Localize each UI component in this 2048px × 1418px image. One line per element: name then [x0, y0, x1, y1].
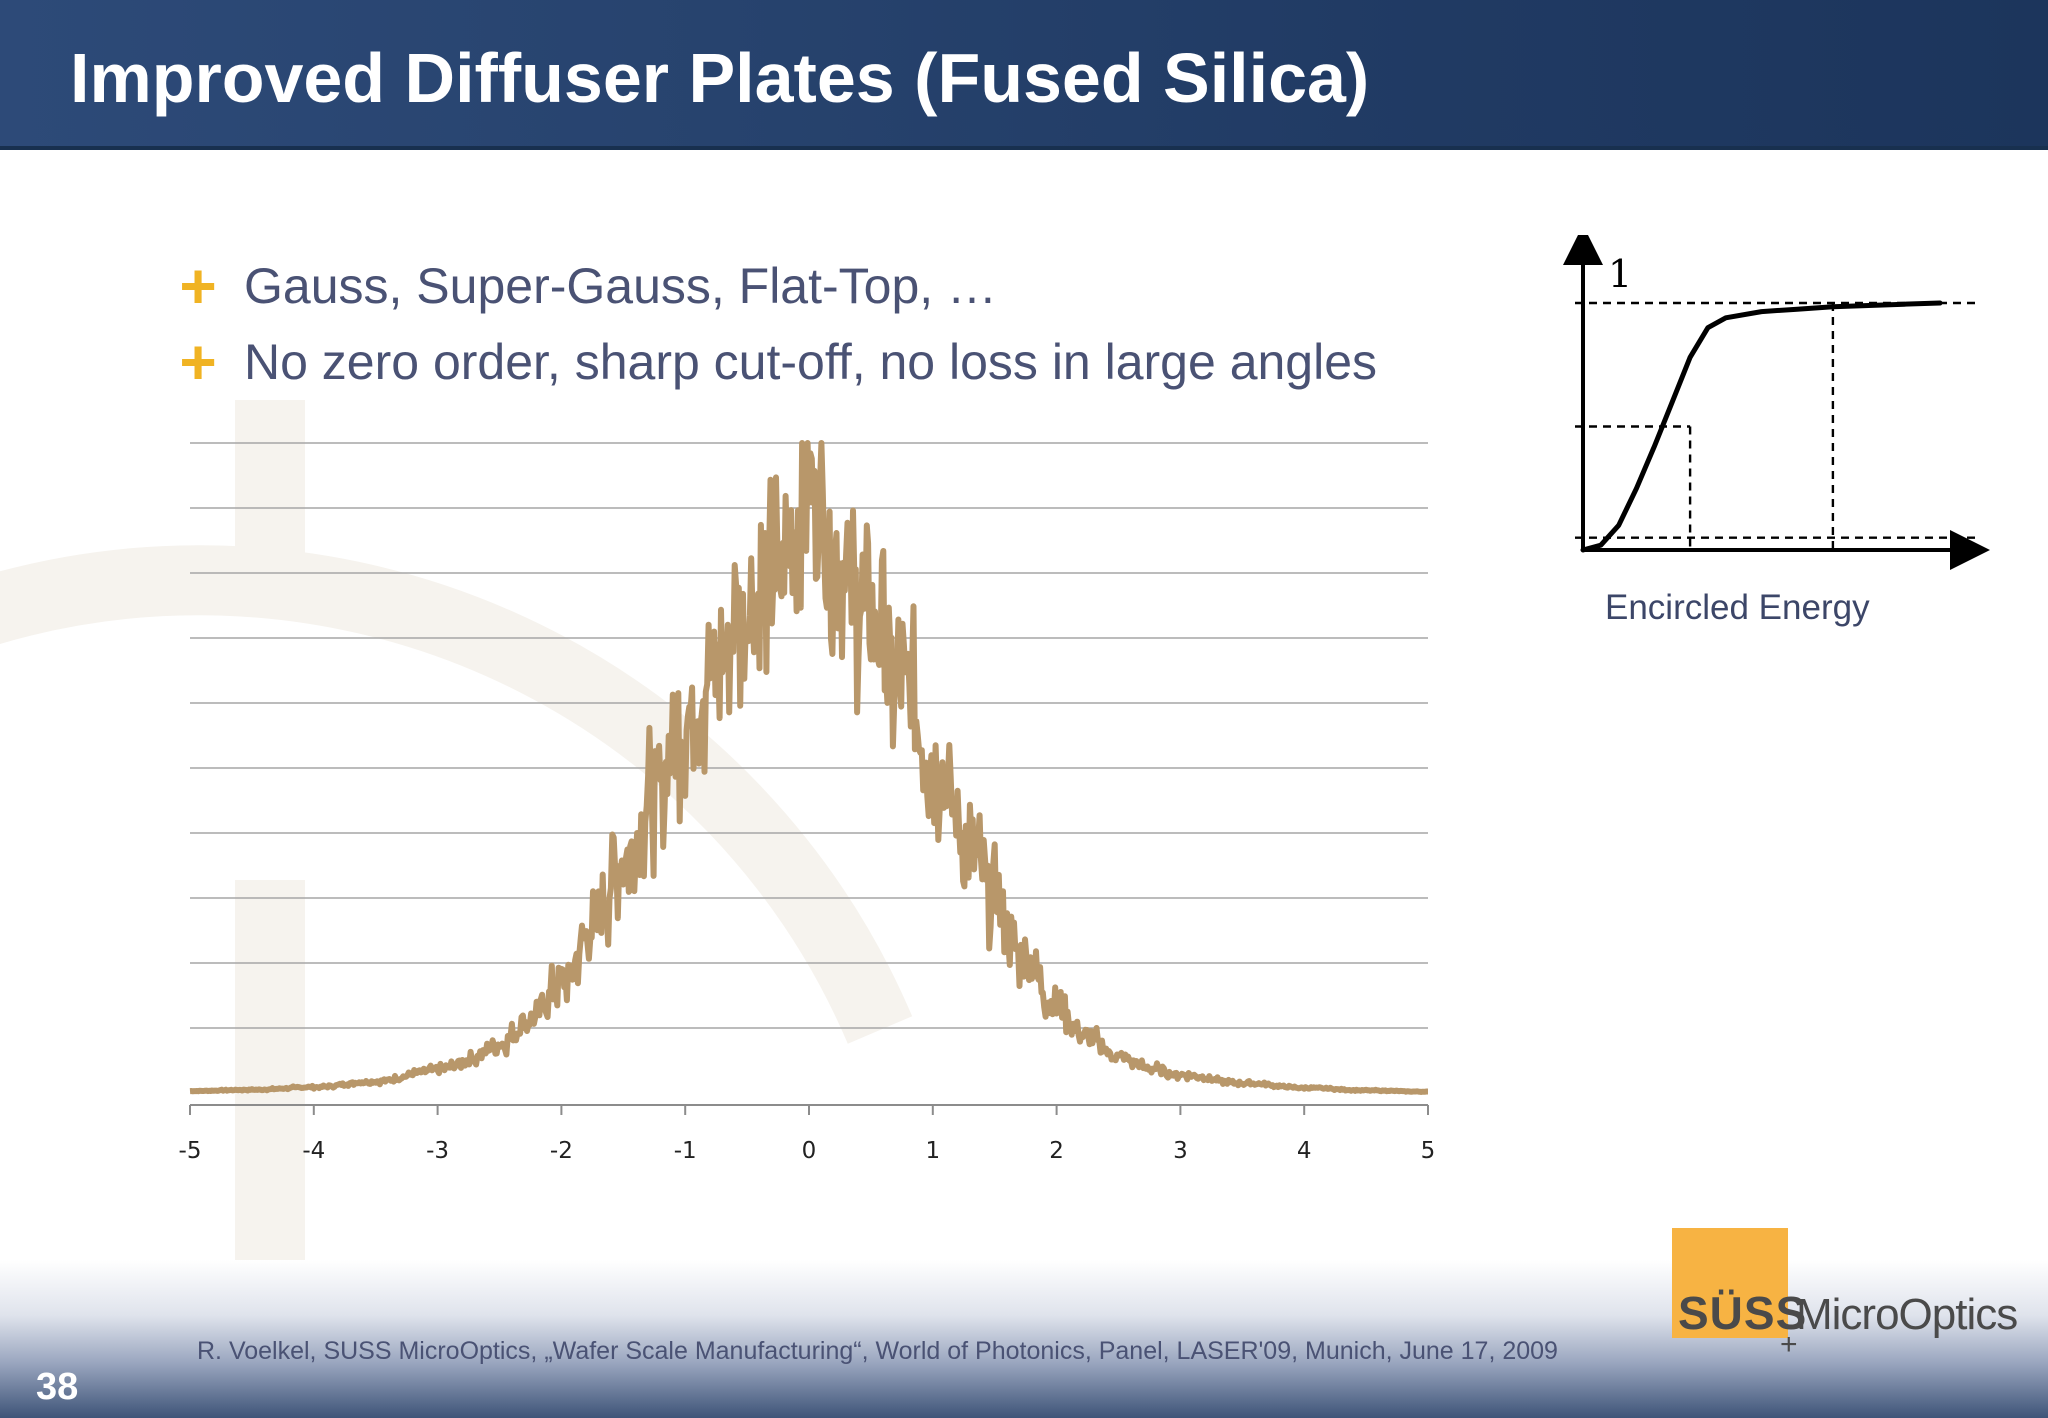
plus-bullet-icon: +: [179, 326, 217, 398]
company-logo: SÜSS MicroOptics +: [1672, 1228, 2018, 1361]
logo-square: [1672, 1228, 1788, 1338]
page-number: 38: [36, 1366, 79, 1408]
bullet-item: + Gauss, Super-Gauss, Flat-Top, …: [172, 248, 1377, 324]
citation-text: R. Voelkel, SUSS MicroOptics, „Wafer Sca…: [197, 1337, 1558, 1365]
slide-title: Improved Diffuser Plates (Fused Silica): [70, 39, 1370, 117]
x-tick-label: 4: [1297, 1138, 1312, 1164]
inset-chart-title: Encircled Energy: [1605, 588, 1870, 627]
x-tick-label: -4: [302, 1138, 325, 1164]
bullet-text: No zero order, sharp cut-off, no loss in…: [244, 334, 1378, 390]
x-tick-label: 1: [925, 1138, 940, 1164]
x-tick-labels: -5 -4 -3 -2 -1 0 1 2 3 4 5: [179, 1138, 1436, 1164]
logo-plus: +: [1780, 1328, 1798, 1361]
x-tick-label: -2: [550, 1138, 573, 1164]
x-axis: [189, 1104, 1429, 1115]
x-tick-label: -3: [426, 1138, 449, 1164]
x-tick-label: 0: [802, 1138, 817, 1164]
bullet-item: + No zero order, sharp cut-off, no loss …: [172, 324, 1377, 400]
bullet-list: + Gauss, Super-Gauss, Flat-Top, … + No z…: [172, 248, 1377, 400]
series-line: [188, 440, 1430, 1095]
logo-brand: SÜSS: [1678, 1287, 1808, 1339]
x-tick-label: 5: [1421, 1138, 1436, 1164]
background-watermark: [0, 400, 913, 1260]
encircled-energy-chart: 1: [1563, 235, 1990, 570]
x-tick-label: -5: [179, 1138, 202, 1164]
reference-lines: [1575, 301, 1980, 550]
x-tick-label: 2: [1049, 1138, 1064, 1164]
title-bar: Improved Diffuser Plates (Fused Silica): [0, 0, 2048, 150]
y-tick-label: 1: [1608, 252, 1632, 296]
chart-gridlines: [190, 442, 1428, 1029]
plus-bullet-icon: +: [179, 250, 217, 322]
bullet-text: Gauss, Super-Gauss, Flat-Top, …: [244, 258, 998, 314]
logo-product: MicroOptics: [1796, 1290, 2018, 1339]
series-line: [1580, 300, 1943, 553]
x-tick-label: 3: [1173, 1138, 1188, 1164]
x-tick-label: -1: [674, 1138, 697, 1164]
